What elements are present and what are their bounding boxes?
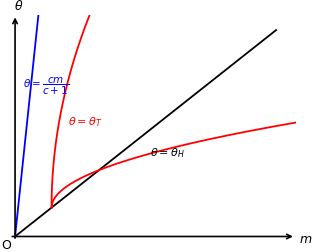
Text: $\theta = \dfrac{cm}{c+1}$: $\theta = \dfrac{cm}{c+1}$: [23, 76, 69, 97]
Text: $\theta = \theta_T$: $\theta = \theta_T$: [68, 115, 103, 129]
Text: $\theta = \theta_H$: $\theta = \theta_H$: [150, 146, 185, 160]
Text: m: m: [300, 232, 312, 245]
Text: O: O: [2, 238, 12, 251]
Text: θ: θ: [15, 0, 22, 13]
